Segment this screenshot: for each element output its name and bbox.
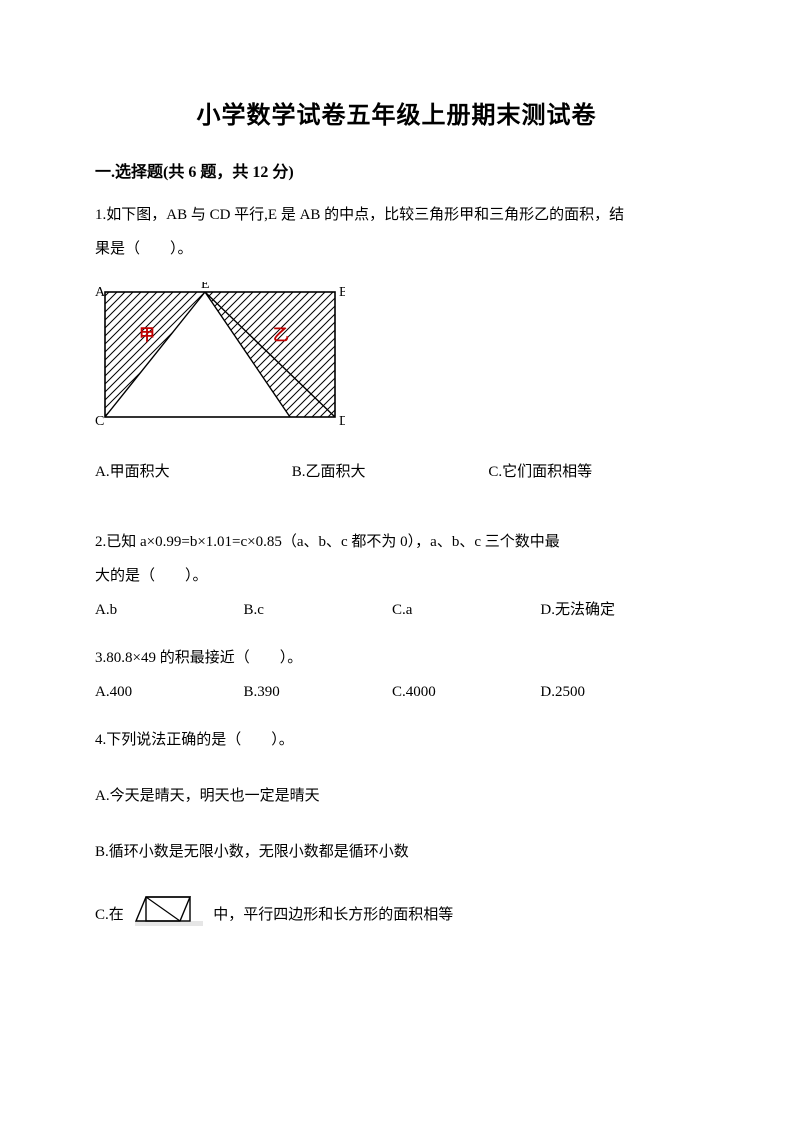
q4-option-c: C.在 中，平行四边形和长方形的面积相等 (95, 893, 698, 938)
q3-option-a: A.400 (95, 677, 240, 707)
svg-text:C: C (95, 414, 104, 428)
section-header: 一.选择题(共 6 题，共 12 分) (95, 158, 698, 182)
q2-option-c: C.a (392, 595, 537, 625)
q1-text-line2: 果是（ ）。 (95, 234, 698, 264)
svg-text:E: E (201, 282, 210, 292)
q1-svg: A B C D E 甲 乙 (95, 282, 345, 428)
question-4: 4.下列说法正确的是（ ）。 A.今天是晴天，明天也一定是晴天 B.循环小数是无… (95, 725, 698, 938)
svg-text:B: B (339, 285, 345, 300)
page-title: 小学数学试卷五年级上册期末测试卷 (95, 95, 698, 130)
question-2: 2.已知 a×0.99=b×1.01=c×0.85（a、b、c 都不为 0），a… (95, 527, 698, 625)
svg-text:甲: 甲 (139, 326, 155, 344)
q4c-shape-icon (134, 893, 204, 938)
q1-diagram: A B C D E 甲 乙 (95, 282, 698, 433)
q3-options: A.400 B.390 C.4000 D.2500 (95, 677, 698, 707)
q3-option-b: B.390 (243, 677, 388, 707)
q1-options: A.甲面积大 B.乙面积大 C.它们面积相等 (95, 457, 698, 487)
q2-options: A.b B.c C.a D.无法确定 (95, 595, 698, 625)
exam-page: 小学数学试卷五年级上册期末测试卷 一.选择题(共 6 题，共 12 分) 1.如… (0, 0, 793, 1016)
svg-text:D: D (339, 414, 345, 428)
q4-option-a: A.今天是晴天，明天也一定是晴天 (95, 781, 698, 811)
q1-option-a: A.甲面积大 (95, 457, 288, 487)
svg-text:乙: 乙 (273, 327, 289, 344)
question-3: 3.80.8×49 的积最接近（ ）。 A.400 B.390 C.4000 D… (95, 643, 698, 707)
q2-option-a: A.b (95, 595, 240, 625)
q1-option-c: C.它们面积相等 (488, 457, 681, 487)
q3-option-d: D.2500 (540, 677, 685, 707)
q2-text-line2: 大的是（ ）。 (95, 561, 698, 591)
parallelogram-rect-icon (134, 893, 204, 927)
q4-text: 4.下列说法正确的是（ ）。 (95, 725, 698, 755)
q2-option-d: D.无法确定 (540, 595, 685, 625)
q4c-before: C.在 (95, 907, 124, 923)
q2-option-b: B.c (243, 595, 388, 625)
q2-text-line1: 2.已知 a×0.99=b×1.01=c×0.85（a、b、c 都不为 0），a… (95, 527, 698, 557)
question-1: 1.如下图，AB 与 CD 平行,E 是 AB 的中点，比较三角形甲和三角形乙的… (95, 200, 698, 487)
q4c-after: 中，平行四边形和长方形的面积相等 (213, 907, 453, 923)
q3-text: 3.80.8×49 的积最接近（ ）。 (95, 643, 698, 673)
q3-option-c: C.4000 (392, 677, 537, 707)
q1-text-line1: 1.如下图，AB 与 CD 平行,E 是 AB 的中点，比较三角形甲和三角形乙的… (95, 200, 698, 230)
svg-text:A: A (95, 285, 106, 300)
q1-option-b: B.乙面积大 (292, 457, 485, 487)
q4-option-b: B.循环小数是无限小数，无限小数都是循环小数 (95, 837, 698, 867)
